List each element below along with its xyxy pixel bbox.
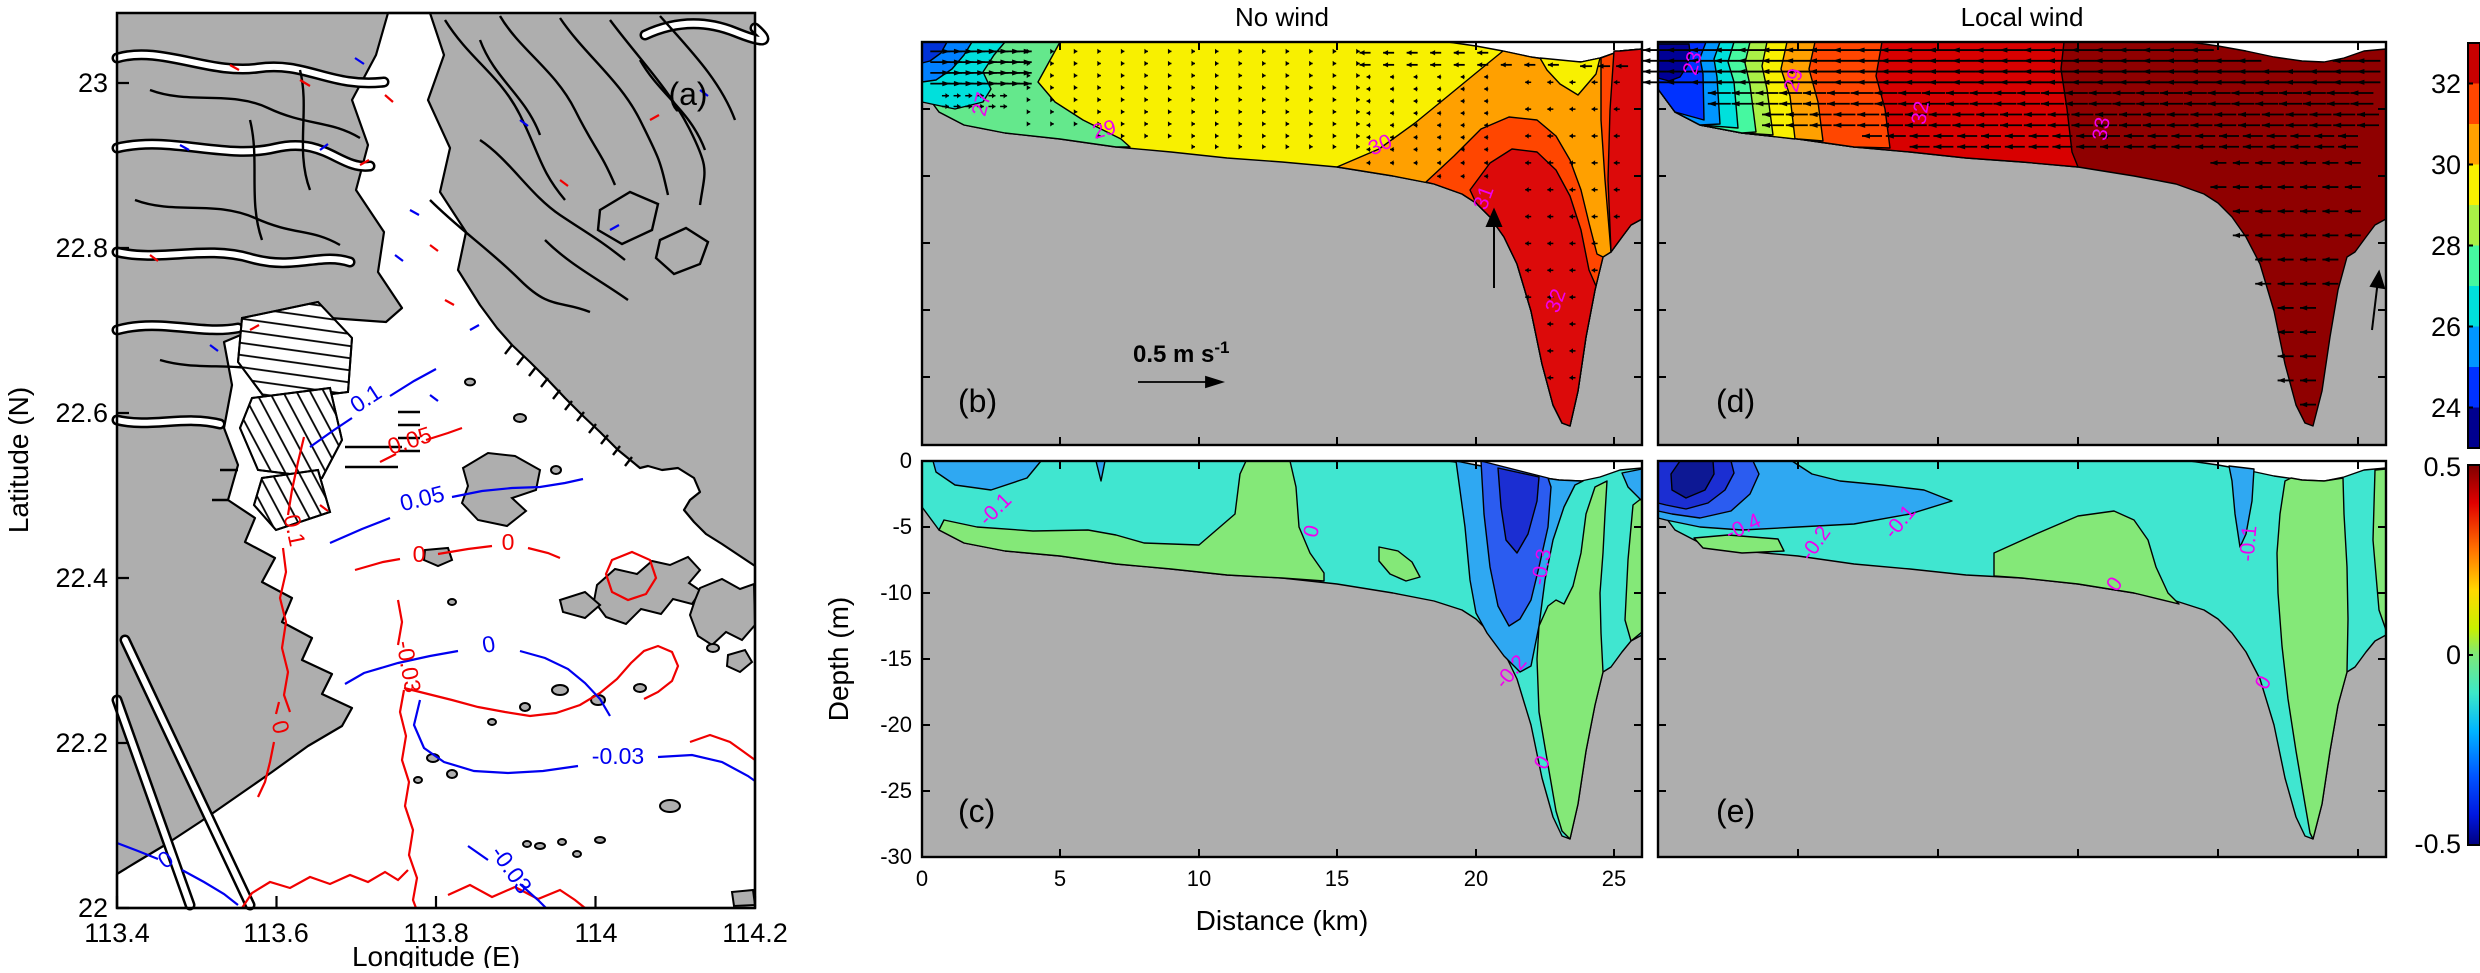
panel-d-salinity-localwind: 23 29 32 33 (d) Local wind [1642, 2, 2388, 447]
x-tick-label: 114.2 [722, 918, 788, 948]
map-xlabel: Longitude (E) [352, 941, 520, 968]
y-tick-label: 0 [900, 448, 912, 473]
panel-e-ticks [1658, 461, 2386, 857]
y-tick-label: 23 [78, 68, 108, 98]
panel-c-anomaly-nowind: -0.1 0 -0.3 -0.2 0 (c) 0 5 10 15 20 25 0… [823, 448, 1644, 936]
contour-label: -0.1 [2235, 524, 2261, 562]
panel-d-contour-labels: 23 29 32 33 [1679, 49, 2115, 142]
map-axis-ticks [115, 81, 757, 910]
x-tick-label: 113.6 [243, 918, 309, 948]
panel-b-up-arrow [1485, 207, 1503, 288]
panel-d-seabed [1658, 89, 2386, 445]
contour-label: 0 [1299, 523, 1324, 540]
map-blue-contours [116, 368, 756, 909]
y-tick-label: -20 [880, 712, 912, 737]
y-tick-label: -5 [892, 514, 912, 539]
panel-label-c: (c) [958, 793, 995, 829]
panel-b-title: No wind [1235, 2, 1329, 32]
x-tick-label: 114 [574, 918, 617, 948]
map-red-contours [241, 426, 756, 909]
velocity-scale-value: 0.5 m s [1133, 341, 1214, 368]
panel-c-ylabel: Depth (m) [823, 597, 854, 721]
panel-b-ticks [922, 42, 1642, 445]
velocity-scale-text: 0.5 m s-1 [1133, 338, 1230, 368]
panel-a-map: 0.1 0.05 0 -0.03 0 -0.03 0.05 0 0 0.1 -0… [3, 11, 788, 972]
colorbar-tick-label: 28 [2431, 231, 2461, 261]
panel-c-ticks [922, 461, 1642, 857]
colorbar-tick-label: 30 [2431, 150, 2461, 180]
velocity-scale-exponent: -1 [1214, 338, 1229, 357]
x-tick-label: 10 [1187, 866, 1211, 891]
velocity-scale-annotation: 0.5 m s-1 [1133, 338, 1230, 389]
colorbar-salinity-ticks [2468, 82, 2473, 409]
y-tick-label: -25 [880, 778, 912, 803]
y-tick-label: 22.8 [55, 233, 108, 263]
y-tick-label: -10 [880, 580, 912, 605]
colorbar-tick-label: 24 [2431, 393, 2461, 423]
panel-b-salinity-nowind: 27 29 30 31 32 0.5 m s-1 (b) No wind [920, 2, 1644, 447]
panel-label-b: (b) [958, 383, 997, 419]
x-tick-label: 20 [1464, 866, 1488, 891]
panel-d-velocity-arrows [1642, 47, 2381, 408]
x-tick-label: 0 [916, 866, 928, 891]
velocity-scale-arrow [1138, 375, 1226, 389]
colorbar-anomaly: 0.5 0 -0.5 [2414, 452, 2480, 859]
contour-label: 0 [480, 630, 497, 658]
map-ylabel: Latitude (N) [3, 387, 34, 533]
map-contour-stubs [149, 57, 709, 512]
panel-c-anomaly-fill [921, 460, 1643, 840]
contour-label: -0.03 [592, 743, 644, 769]
panel-e-anomaly-localwind: -0.4 -0.2 -0.1 0 -0.1 0 (e) [1656, 459, 2388, 859]
y-tick-label: -30 [880, 844, 912, 869]
contour-label: 0 [502, 529, 515, 555]
panel-d-up-arrow [2369, 269, 2386, 331]
panel-e-seabed [1658, 507, 2386, 857]
y-tick-label: -15 [880, 646, 912, 671]
x-tick-label: 25 [1602, 866, 1626, 891]
colorbar-salinity: 32 30 28 26 24 [2431, 42, 2480, 449]
y-tick-label: 22.2 [55, 728, 108, 758]
x-tick-label: 5 [1054, 866, 1066, 891]
map-water-body [115, 11, 757, 910]
panel-label-e: (e) [1716, 793, 1755, 829]
map-pier-ticks [212, 344, 633, 502]
panel-b-seabed [922, 89, 1642, 445]
colorbar-salinity-bands [2468, 43, 2480, 448]
colorbar-tick-label: 26 [2431, 312, 2461, 342]
colorbar-tick-label: 0 [2446, 640, 2461, 670]
panel-d-ticks [1658, 42, 2386, 445]
y-tick-label: 22 [78, 893, 108, 923]
contour-label: 32 [1907, 99, 1934, 126]
panel-b-velocity-arrows [930, 48, 1629, 381]
y-tick-label: 22.6 [55, 398, 108, 428]
x-tick-label: 113.4 [84, 918, 150, 948]
map-hatched-blocks [236, 300, 354, 532]
panel-c-seabed [922, 507, 1642, 857]
colorbar-tick-label: 0.5 [2423, 452, 2461, 482]
map-delta-network [134, 15, 737, 377]
panel-d-salinity-fill [1657, 41, 2387, 427]
colorbar-tick-label: 32 [2431, 69, 2461, 99]
panel-label-d: (d) [1716, 383, 1755, 419]
contour-label: 0 [413, 541, 426, 567]
panel-e-anomaly-fill [1657, 460, 2387, 840]
panel-d-title: Local wind [1961, 2, 2084, 32]
y-tick-label: 22.4 [55, 563, 108, 593]
x-tick-label: 15 [1325, 866, 1349, 891]
x-tick-label: 113.8 [403, 918, 469, 948]
map-river-channels [111, 18, 770, 911]
contour-label: 33 [2088, 115, 2115, 142]
panel-c-xlabel: Distance (km) [1196, 905, 1369, 936]
island-hk-cluster [688, 577, 757, 647]
panel-label-a: (a) [668, 76, 707, 112]
colorbar-tick-label: -0.5 [2414, 829, 2461, 859]
